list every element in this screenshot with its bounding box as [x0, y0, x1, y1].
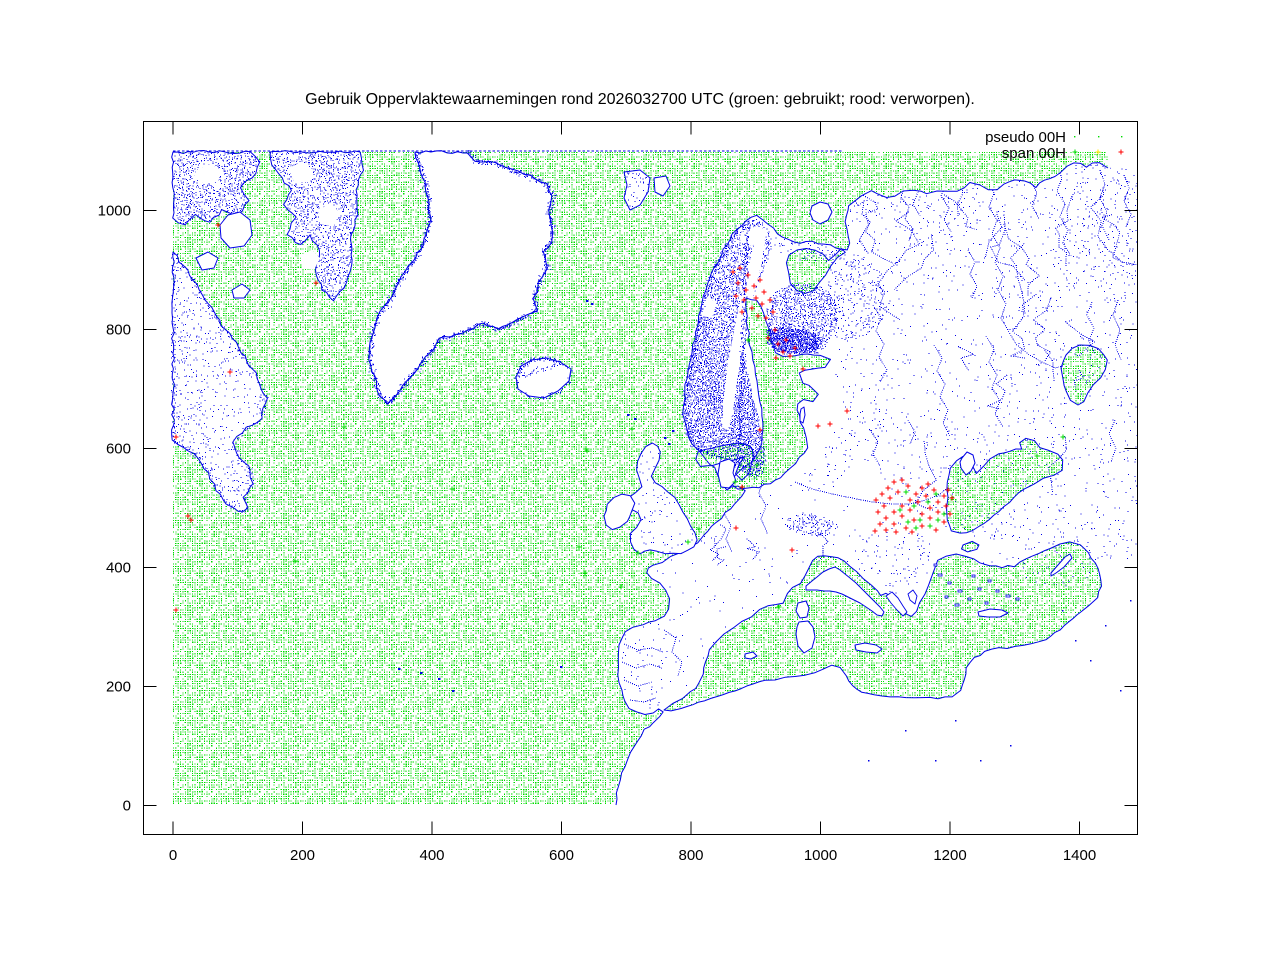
svg-text:1400: 1400: [1063, 847, 1096, 864]
svg-text:400: 400: [106, 560, 131, 577]
svg-text:1000: 1000: [98, 203, 131, 220]
svg-text:0: 0: [169, 847, 177, 864]
svg-text:600: 600: [106, 441, 131, 458]
svg-text:1200: 1200: [933, 847, 966, 864]
svg-text:200: 200: [290, 847, 315, 864]
svg-text:800: 800: [678, 847, 703, 864]
svg-text:span 00H: span 00H: [1002, 145, 1066, 162]
svg-text:Gebruik Oppervlaktewaarneminge: Gebruik Oppervlaktewaarnemingen rond 202…: [305, 91, 975, 108]
svg-text:800: 800: [106, 322, 131, 339]
svg-text:200: 200: [106, 679, 131, 696]
svg-text:600: 600: [549, 847, 574, 864]
svg-text:400: 400: [419, 847, 444, 864]
svg-text:pseudo 00H: pseudo 00H: [985, 129, 1066, 146]
svg-text:0: 0: [123, 798, 131, 815]
svg-text:1000: 1000: [804, 847, 837, 864]
